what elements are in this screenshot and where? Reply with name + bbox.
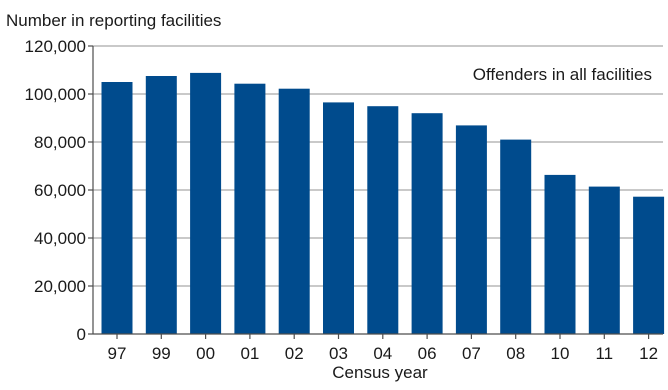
bar-04 [367,106,399,334]
chart-annotation: Offenders in all facilities [473,65,652,84]
x-tick-label: 07 [462,344,481,363]
bar-99 [145,76,177,334]
bar-08 [500,139,532,334]
y-tick-label: 0 [77,325,86,344]
x-tick-label: 00 [196,344,215,363]
axes [88,45,663,339]
y-axis-title: Number in reporting facilities [6,11,221,30]
x-tick-label: 08 [506,344,525,363]
x-tick-label: 04 [373,344,392,363]
bar-12 [633,196,665,334]
x-tick-label: 01 [240,344,259,363]
bars [101,72,665,335]
bar-03 [323,102,354,335]
bar-01 [234,83,266,334]
y-tick-label: 100,000 [25,85,86,104]
x-tick-labels: 97 99 00 01 02 03 04 06 07 08 10 11 12 [108,344,659,363]
x-tick-label: 10 [551,344,570,363]
bar-00 [190,72,222,335]
x-tick-label: 12 [639,344,658,363]
bar-10 [544,174,576,334]
bar-02 [278,88,310,334]
bar-06 [411,113,443,334]
y-tick-label: 60,000 [34,181,86,200]
x-axis-title: Census year [332,363,428,382]
y-tick-label: 80,000 [34,133,86,152]
y-tick-labels: 0 20,000 40,000 60,000 80,000 100,000 120,000 [25,37,86,344]
x-tick-label: 97 [108,344,127,363]
x-tick-label: 06 [418,344,437,363]
y-tick-label: 120,000 [25,37,86,56]
bar-11 [588,186,620,334]
x-tick-label: 11 [595,344,613,363]
y-tick-label: 40,000 [34,229,86,248]
x-tick-label: 03 [329,344,348,363]
bar-07 [455,125,487,335]
bar-97 [101,82,133,334]
x-tick-label: 99 [152,344,171,363]
x-tick-label: 02 [285,344,304,363]
y-tick-label: 20,000 [34,277,86,296]
